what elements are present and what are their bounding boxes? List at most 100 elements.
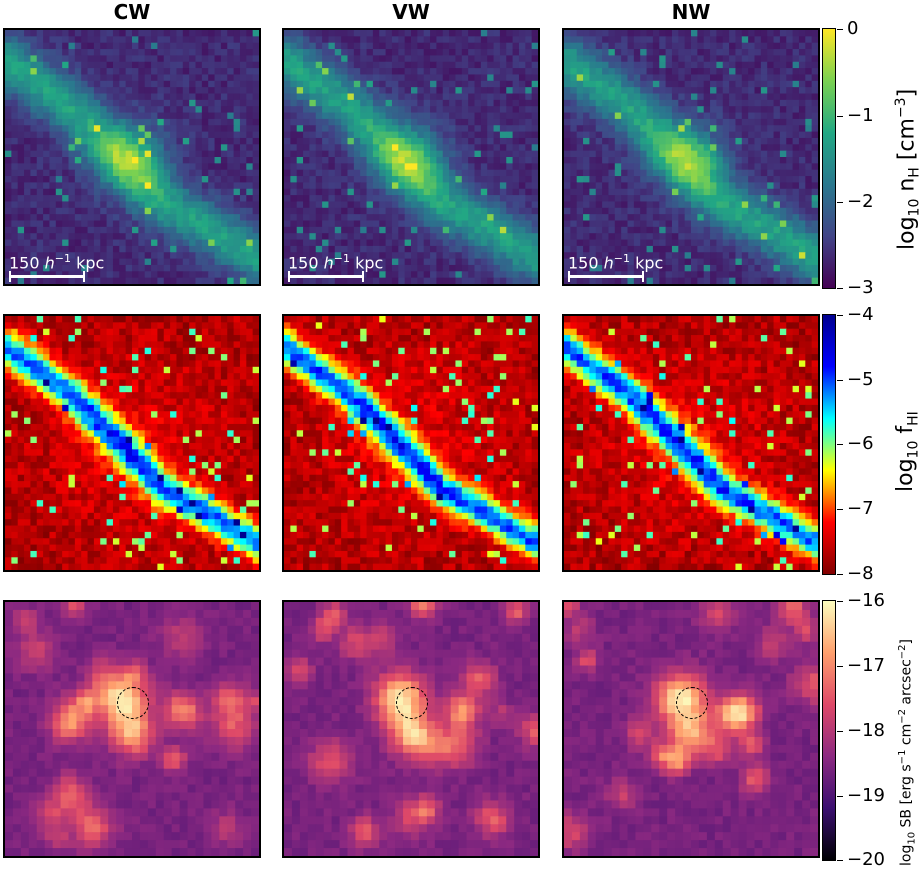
heatmap-cell [366,118,374,126]
heatmap-cell [627,42,635,50]
heatmap-cell [138,316,146,323]
heatmap-cell [779,93,787,101]
heatmap-cell [309,61,317,69]
heatmap-cell [583,61,590,69]
heatmap-cell [646,188,654,196]
heatmap-cell [284,118,291,126]
heatmap-cell [68,316,76,323]
heatmap-cell [518,68,526,76]
heatmap-cell [487,112,495,120]
heatmap-cell [163,328,171,336]
heatmap-cell [760,176,768,183]
heatmap-cell [531,55,538,63]
heatmap-cell [30,277,38,284]
heatmap-cell [621,144,629,152]
heatmap-cell [729,150,737,158]
heatmap-cell [296,144,304,152]
heatmap-cell [170,68,178,76]
heatmap-cell [62,36,70,44]
heatmap-cell [55,207,63,215]
heatmap-cell [506,163,514,171]
heatmap-cell [531,214,538,222]
heatmap-cell [360,118,368,126]
heatmap-cell [678,106,686,114]
heatmap-cell [735,42,743,50]
heatmap-cell [11,157,19,164]
heatmap-cell [449,163,457,171]
heatmap-cell [474,169,482,177]
heatmap-cell [773,207,781,215]
heatmap-cell [404,207,412,215]
heatmap-cell [659,36,667,44]
heatmap-cell [748,93,756,101]
heatmap-cell [151,49,158,56]
heatmap-cell [347,233,355,241]
heatmap-cell [729,264,737,272]
heatmap-cell [671,207,679,215]
heatmap-cell [741,49,749,56]
heatmap-cell [703,137,711,145]
heatmap-cell [11,80,19,88]
heatmap-cell [703,214,711,222]
heatmap-cell [798,169,806,177]
heatmap-cell [55,335,63,342]
heatmap-cell [786,233,794,241]
heatmap-cell [341,201,349,209]
heatmap-cell [17,252,25,260]
heatmap-cell [417,131,425,139]
heatmap-cell [430,226,437,234]
heatmap-cell [678,182,686,190]
heatmap-cell [665,106,673,114]
heatmap-cell [68,322,76,330]
heatmap-cell [627,74,635,82]
heatmap-cell [296,157,304,164]
heatmap-cell [621,118,629,126]
heatmap-cell [132,93,139,101]
heatmap-cell [347,150,355,158]
heatmap-cell [430,150,437,158]
heatmap-cell [691,125,698,133]
heatmap-cell [151,55,158,63]
heatmap-cell [170,87,178,95]
heatmap-cell [163,68,171,76]
heatmap-cell [112,42,120,50]
heatmap-cell [468,195,476,203]
heatmap-cell [322,131,330,139]
heatmap-cell [411,163,418,171]
heatmap-cell [214,169,222,177]
heatmap-cell [474,258,482,266]
heatmap-cell [754,99,762,107]
heatmap-cell [220,30,228,37]
heatmap-cell [144,49,152,56]
heatmap-cell [24,157,31,164]
heatmap-cell [792,163,800,171]
heatmap-cell [493,125,501,133]
heatmap-cell [455,87,463,95]
scale-bar-line [568,271,644,282]
heatmap-cell [760,233,768,241]
heatmap-cell [315,49,323,56]
heatmap-cell [779,207,787,215]
heatmap-cell [125,106,133,114]
heatmap-cell [55,252,63,260]
heatmap-cell [119,201,127,209]
heatmap-cell [328,271,336,279]
heatmap-cell [398,176,406,183]
heatmap-cell [633,68,641,76]
heatmap-cell [74,157,82,164]
heatmap-cell [748,144,756,152]
heatmap-cell [697,30,705,37]
heatmap-cell [767,144,775,152]
heatmap-cell [220,163,228,171]
heatmap-cell [62,125,70,133]
heatmap-cell [138,49,146,56]
heatmap-cell [710,258,717,266]
heatmap-cell [239,80,247,88]
heatmap-cell [182,112,190,120]
heatmap-cell [678,258,686,266]
heatmap-cell [697,207,705,215]
heatmap-cell [62,322,70,330]
heatmap-cell [602,163,610,171]
heatmap-cell [493,239,501,247]
heatmap-cell [531,252,538,260]
